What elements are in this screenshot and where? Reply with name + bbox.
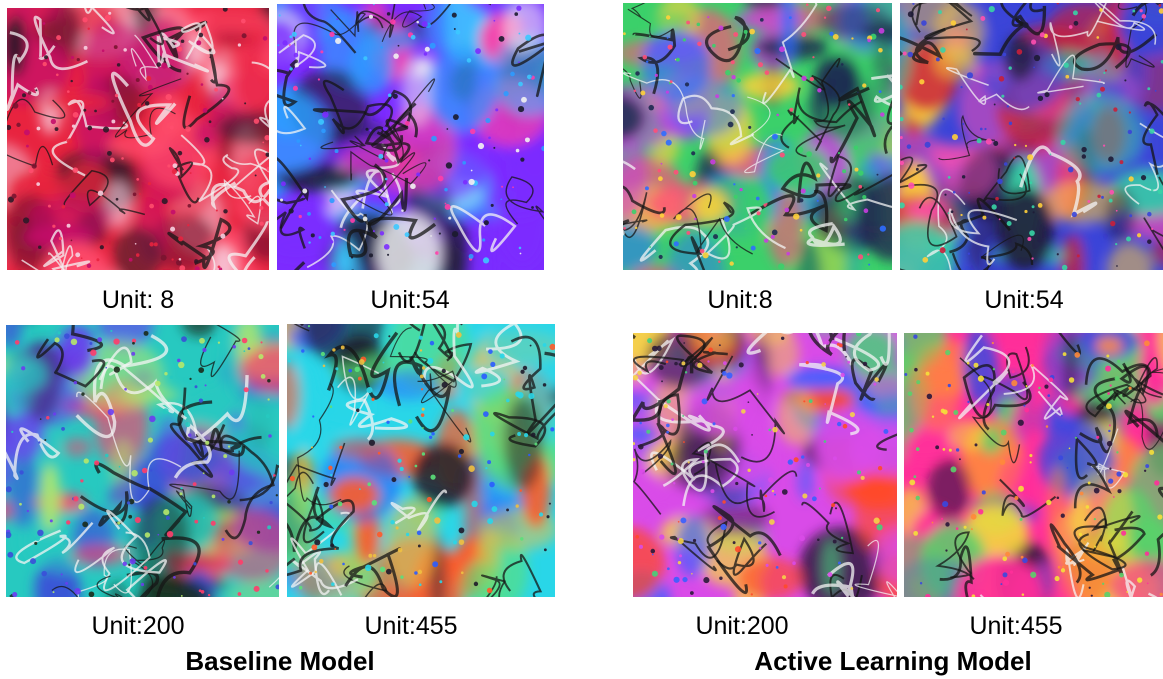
active-unit-54-caption: Unit:54 (984, 286, 1064, 314)
baseline-unit-8-image (7, 8, 269, 270)
active-unit-200-image (633, 333, 897, 597)
active-unit-455-caption: Unit:455 (969, 612, 1063, 640)
baseline-unit-455-caption: Unit:455 (364, 612, 458, 640)
baseline-unit-200-caption: Unit:200 (91, 612, 185, 640)
active-unit-54-image (900, 3, 1163, 270)
active-unit-8-caption: Unit:8 (707, 286, 773, 314)
active-unit-200-caption: Unit:200 (695, 612, 789, 640)
active-learning-model-title: Active Learning Model (754, 646, 1032, 676)
baseline-unit-455-image (287, 324, 555, 597)
baseline-unit-54-image (277, 4, 544, 270)
baseline-model-title: Baseline Model (185, 646, 375, 676)
baseline-unit-8-caption: Unit: 8 (101, 286, 175, 314)
baseline-unit-200-image (6, 325, 279, 597)
active-unit-8-image (623, 3, 892, 270)
active-unit-455-image (904, 333, 1163, 597)
baseline-unit-54-caption: Unit:54 (370, 286, 450, 314)
